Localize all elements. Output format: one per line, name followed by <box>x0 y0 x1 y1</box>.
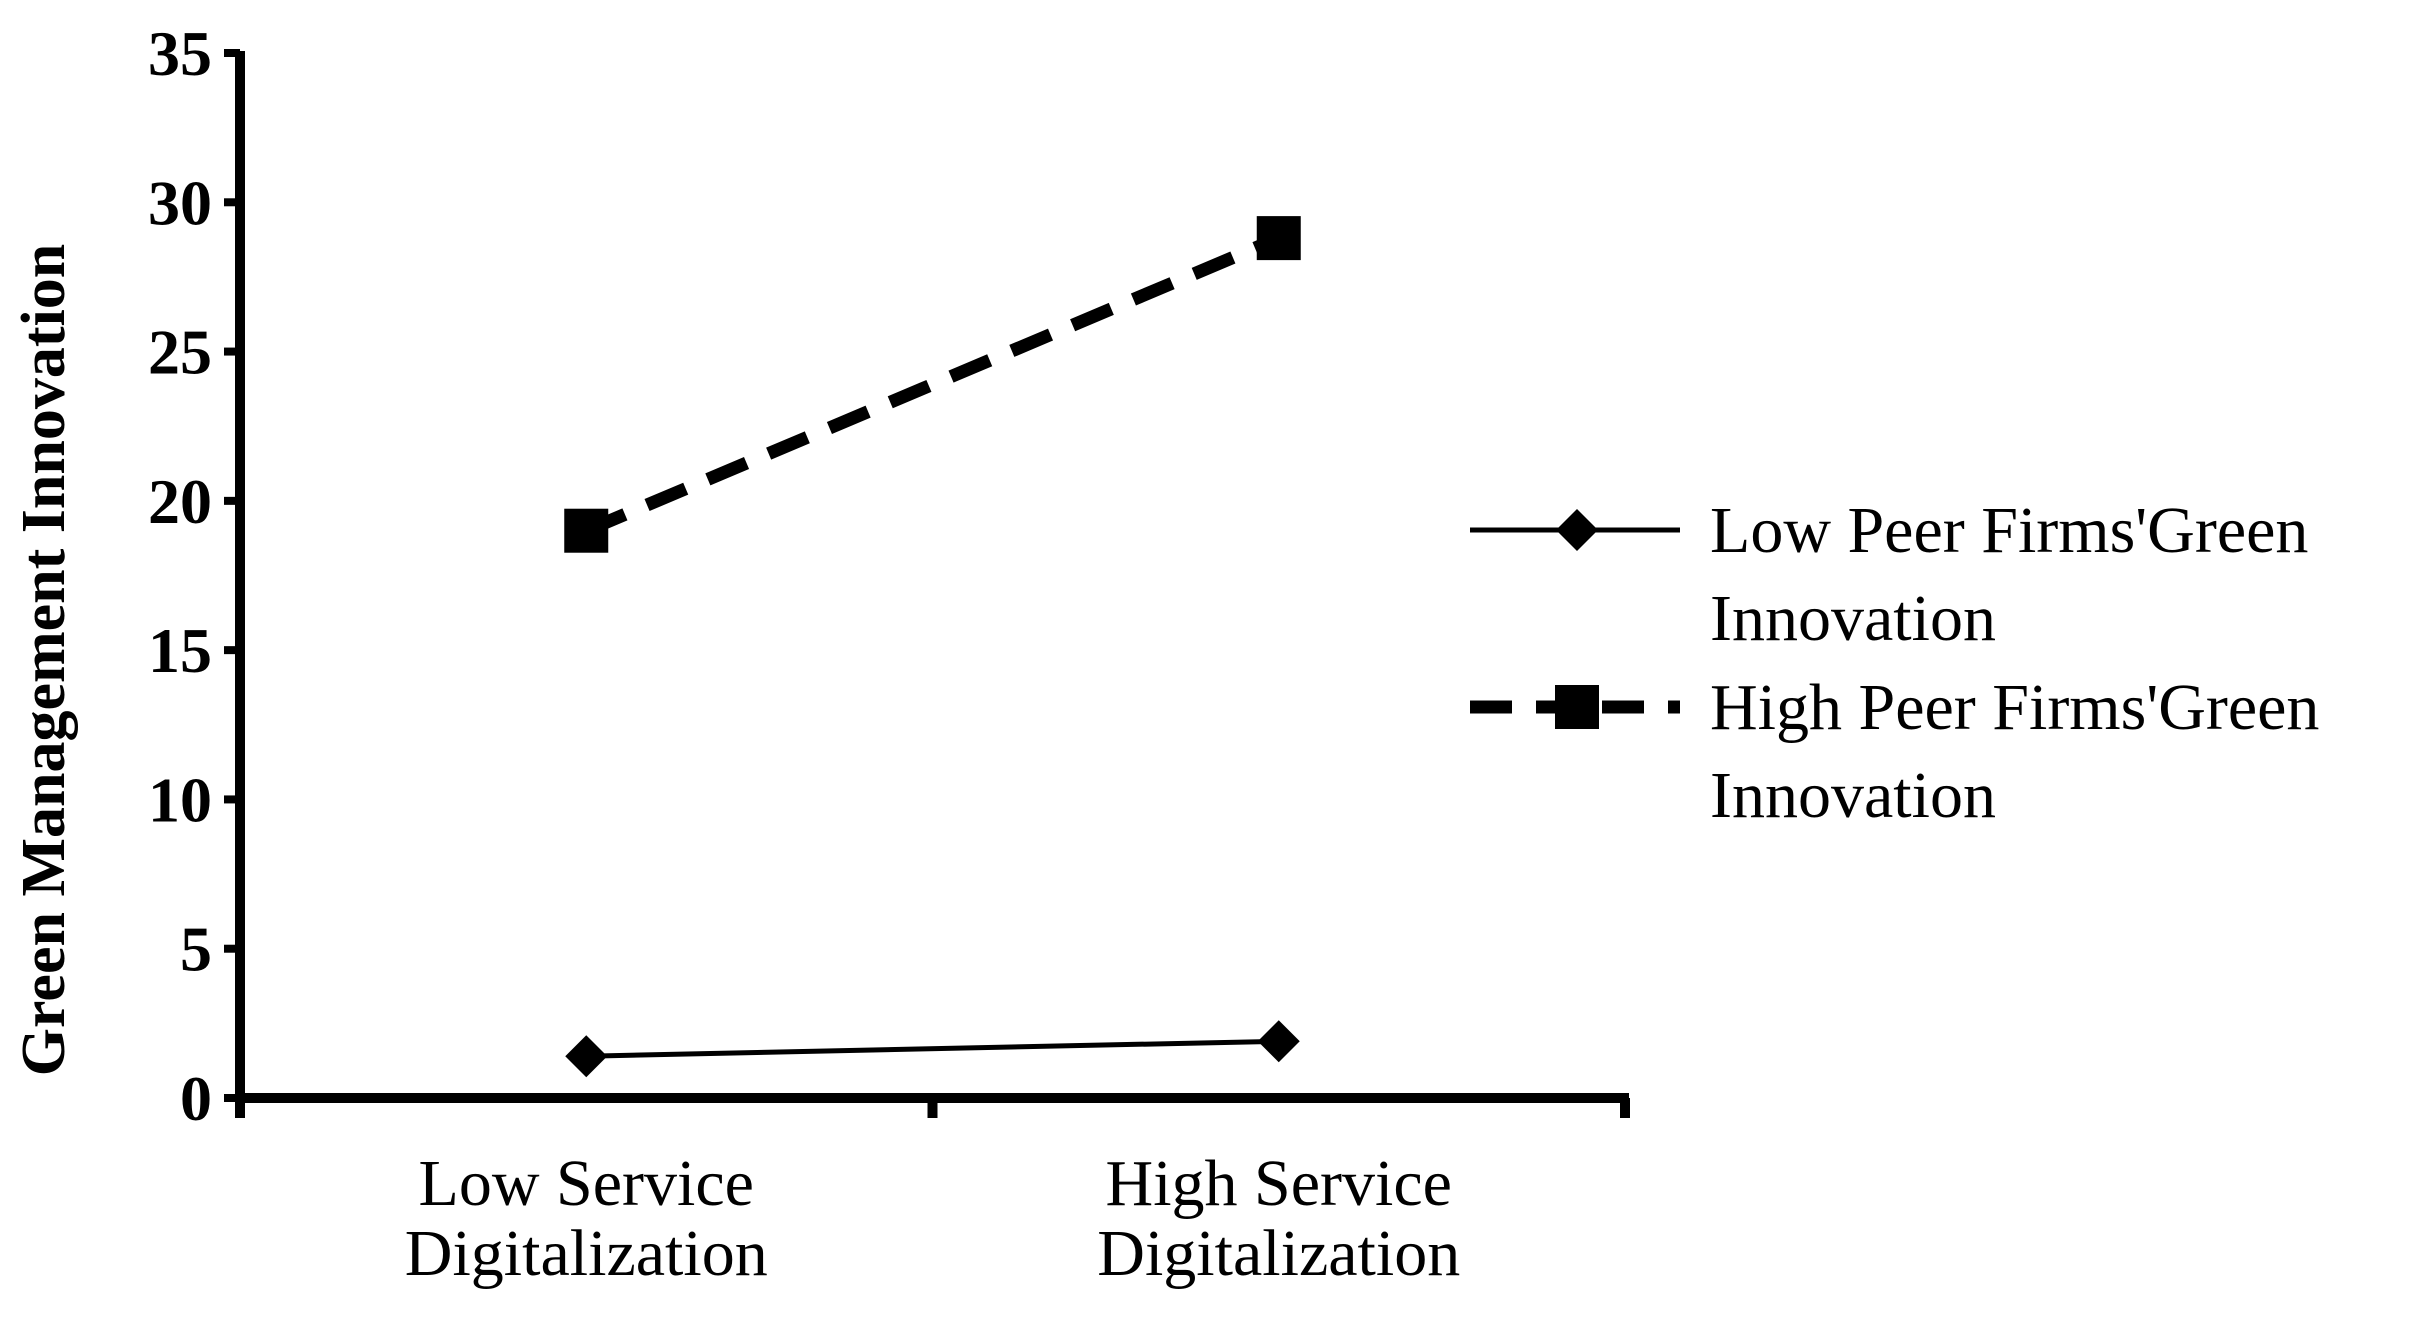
y-tick-label: 35 <box>148 18 212 89</box>
series-group <box>564 216 1301 1078</box>
legend-marker-1 <box>1556 509 1598 551</box>
x-axis-ticks: Low Service Digitalization High Service Dig… <box>235 1098 1630 1290</box>
y-tick-label: 5 <box>180 914 212 985</box>
y-tick-label: 30 <box>148 167 212 238</box>
legend-label-1: Low Peer Firms'Green Innovation <box>1710 494 2308 655</box>
series-2-point <box>1256 216 1301 261</box>
series-line-2 <box>583 232 1282 537</box>
x-tick-label: Low Service Digitalization <box>405 1147 768 1290</box>
series-2-point <box>564 508 609 553</box>
axes <box>235 51 1629 1103</box>
y-tick-label: 10 <box>148 764 212 835</box>
series-1-point <box>565 1035 608 1078</box>
x-tick-label: High Service Digitalization <box>1097 1147 1460 1290</box>
y-axis-label: Green Management Innovation <box>10 244 78 1076</box>
legend-label-2: High Peer Firms'Green Innovation <box>1710 671 2319 832</box>
legend-marker-2 <box>1555 685 1599 729</box>
y-tick-label: 20 <box>148 466 212 537</box>
y-tick-label: 25 <box>148 317 212 388</box>
y-axis-ticks: 0 5 10 15 20 25 30 35 <box>148 18 240 1134</box>
series-line-1 <box>586 1038 1279 1059</box>
y-tick-label: 0 <box>180 1063 212 1134</box>
y-tick-label: 15 <box>148 615 212 686</box>
series-1-point <box>1257 1020 1300 1063</box>
